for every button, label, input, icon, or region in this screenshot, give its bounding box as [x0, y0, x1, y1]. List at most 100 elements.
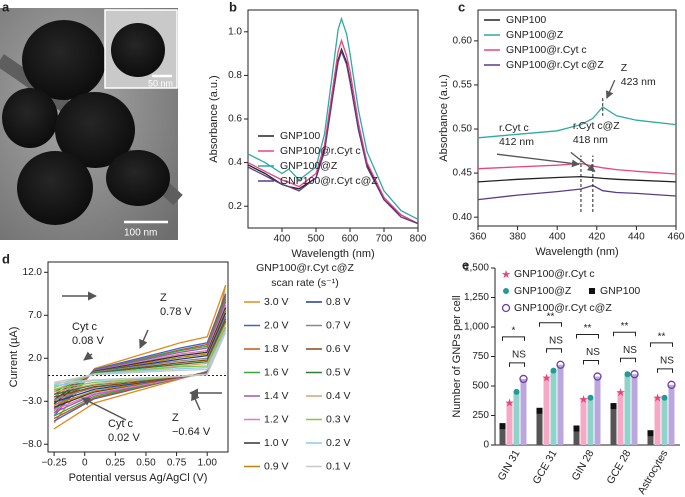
y-tick-label: 1.0 [228, 26, 242, 37]
annotation: Z [621, 62, 628, 74]
bar-marker [624, 371, 631, 378]
legend-subtitle: scan rate (s⁻¹) [271, 277, 338, 289]
x-tick-label: GIN 31 [495, 448, 522, 483]
legend-marker: ★ [501, 269, 511, 281]
legend-label: 1.6 V [264, 366, 289, 378]
legend-label: 1.2 V [264, 413, 289, 425]
x-tick-label: 380 [509, 232, 526, 243]
y-tick-label: 7.0 [28, 310, 42, 321]
arrow [191, 391, 201, 411]
x-tick-label: 600 [342, 234, 359, 245]
legend-label: 0.4 V [326, 390, 351, 402]
bar [594, 376, 601, 445]
arrow [83, 351, 94, 361]
cv-forward [53, 327, 227, 389]
legend-label: 0.9 V [264, 460, 289, 472]
bar [624, 374, 631, 445]
y-tick-label: 12.0 [23, 267, 43, 278]
legend-label: GNP100@Z [280, 160, 338, 172]
annotation: Z [172, 412, 179, 424]
bar [506, 402, 513, 445]
x-tick-label: 700 [376, 234, 393, 245]
arrow [139, 329, 149, 349]
cv-reverse [53, 298, 227, 417]
cv-reverse [53, 293, 227, 422]
bar-marker: ★ [653, 393, 663, 405]
legend-label: 0.3 V [326, 413, 351, 425]
nanoparticle [22, 20, 106, 100]
bar [557, 364, 564, 445]
sig-bracket [650, 342, 673, 347]
bar [520, 378, 527, 445]
spectrum-line [247, 38, 419, 225]
annotation: Cyt c [108, 418, 134, 430]
legend-label: 0.7 V [326, 319, 351, 331]
scale-label: 100 nm [124, 228, 157, 239]
x-axis-label: Wavelength (nm) [291, 248, 374, 260]
sig-bracket [576, 334, 599, 339]
bar-marker [573, 425, 580, 432]
legend-label: 0.5 V [326, 366, 351, 378]
legend-label: GNP100@Z [506, 29, 564, 41]
y-tick-label: 1,000 [464, 322, 489, 333]
sig-label: NS [660, 355, 674, 366]
y-axis-label: Absorbance (a.u.) [438, 74, 450, 161]
y-axis-label: Absorbance (a.u.) [208, 75, 220, 162]
bar [499, 426, 506, 445]
sig-label: NS [586, 347, 600, 358]
legend-marker [589, 288, 595, 294]
y-tick-label: 1,250 [464, 292, 489, 303]
annotation: 0.08 V [72, 335, 104, 347]
legend-label: GNP100@r.Cyt c@Z [506, 59, 604, 71]
spectrum-line [477, 106, 677, 139]
arrow [81, 397, 127, 421]
arrow [496, 153, 580, 168]
y-tick-label: 500 [472, 381, 489, 392]
legend-label: GNP100@r.Cyt c@Z [514, 302, 612, 314]
legend-label: 0.2 V [326, 437, 351, 449]
bar-marker [661, 394, 668, 401]
annotation: 412 nm [499, 136, 534, 148]
x-tick-label: 800 [410, 234, 427, 245]
x-tick-label: GCE 28 [604, 448, 633, 486]
sig-label: NS [512, 350, 526, 361]
bar [647, 433, 654, 445]
bar [587, 397, 594, 445]
bar [536, 410, 543, 445]
spectrum-line [477, 162, 677, 175]
sig-label: NS [623, 345, 637, 356]
spectrum-line [477, 175, 677, 183]
legend-label: GNP100@r.Cyt c [506, 44, 587, 56]
legend-label: 0.8 V [326, 296, 351, 308]
y-tick-label: −8.0 [22, 439, 42, 450]
annotation: 418 nm [573, 134, 608, 146]
bar-marker [499, 423, 506, 430]
annotation: 0.02 V [108, 432, 140, 444]
annotation: Z [160, 292, 167, 304]
legend-label: 1.0 V [264, 437, 289, 449]
x-tick-label: −0.25 [41, 458, 67, 469]
bar-marker [519, 374, 528, 384]
x-tick-label: 400 [274, 234, 291, 245]
x-tick-label: 460 [668, 232, 685, 243]
sig-bracket [620, 357, 636, 363]
legend-label: GNP100@r.Cyt c@Z [280, 175, 378, 187]
arrow [570, 151, 596, 172]
sig-label: * [512, 326, 516, 337]
cv-forward [53, 332, 227, 384]
legend-label: 1.4 V [264, 390, 289, 402]
sig-bracket [546, 348, 562, 353]
y-tick-label: −3.0 [22, 396, 42, 407]
bar-marker: ★ [542, 373, 552, 385]
bar [573, 428, 580, 445]
y-tick-label: 250 [472, 410, 489, 421]
bar-marker [550, 367, 557, 374]
y-axis-label: Number of GNPs per cell [451, 295, 463, 417]
sig-label: ** [621, 321, 629, 332]
scale-label: 50 nm [148, 78, 173, 88]
bar-marker [513, 388, 520, 395]
panel-label: a [2, 0, 10, 14]
legend-label: GNP100 [280, 130, 320, 142]
legend-title: GNP100@r.Cyt c@Z [256, 262, 354, 274]
